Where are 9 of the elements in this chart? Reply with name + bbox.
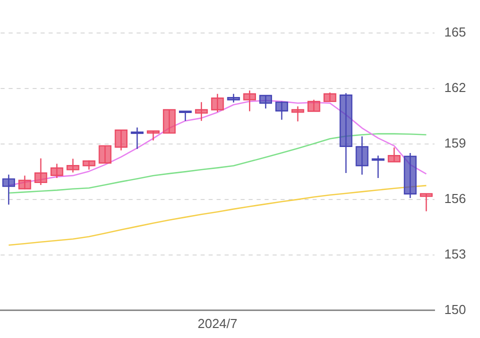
y-tick-label: 153	[444, 246, 466, 262]
y-tick-label: 156	[444, 191, 466, 206]
y-tick-label: 150	[444, 302, 466, 317]
candlestick	[162, 109, 176, 134]
y-tick-label: 165	[444, 24, 466, 40]
y-tick-label: 162	[444, 80, 466, 96]
x-tick-label: 2024/7	[198, 316, 238, 331]
y-tick-label: 159	[444, 136, 466, 151]
candlestick	[98, 145, 112, 164]
